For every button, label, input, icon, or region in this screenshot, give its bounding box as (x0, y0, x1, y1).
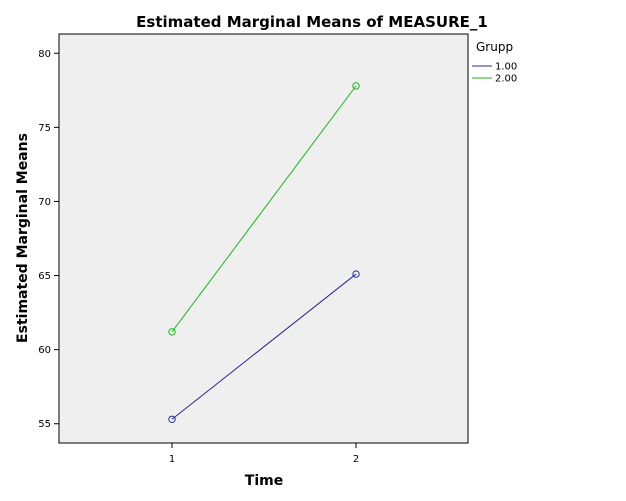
data-point (168, 415, 176, 423)
legend: Grupp 1.002.00 (472, 40, 517, 85)
legend-label: 1.00 (495, 62, 517, 73)
x-tick-label: 2 (353, 454, 359, 465)
data-point (168, 328, 176, 336)
y-tick-label: 65 (38, 271, 51, 282)
y-tick-label: 55 (38, 419, 51, 430)
y-tick-label: 75 (38, 123, 51, 134)
plot-area (58, 33, 469, 444)
y-tick-label: 60 (38, 345, 51, 356)
y-tick-label: 80 (38, 49, 51, 60)
series-group (168, 82, 360, 423)
series-line (171, 85, 357, 333)
chart-title: Estimated Marginal Means of MEASURE_1 (136, 13, 488, 31)
legend-label: 2.00 (495, 74, 517, 85)
legend-title: Grupp (476, 40, 513, 54)
x-tick-label: 1 (169, 454, 175, 465)
data-point (352, 82, 360, 90)
x-axis-title: Time (245, 473, 283, 489)
data-point (352, 270, 360, 278)
series-line (171, 273, 357, 420)
y-axis-title: Estimated Marginal Means (15, 133, 31, 343)
y-tick-label: 70 (38, 197, 51, 208)
y-axis: 55 60 65 70 75 80 (38, 49, 59, 430)
